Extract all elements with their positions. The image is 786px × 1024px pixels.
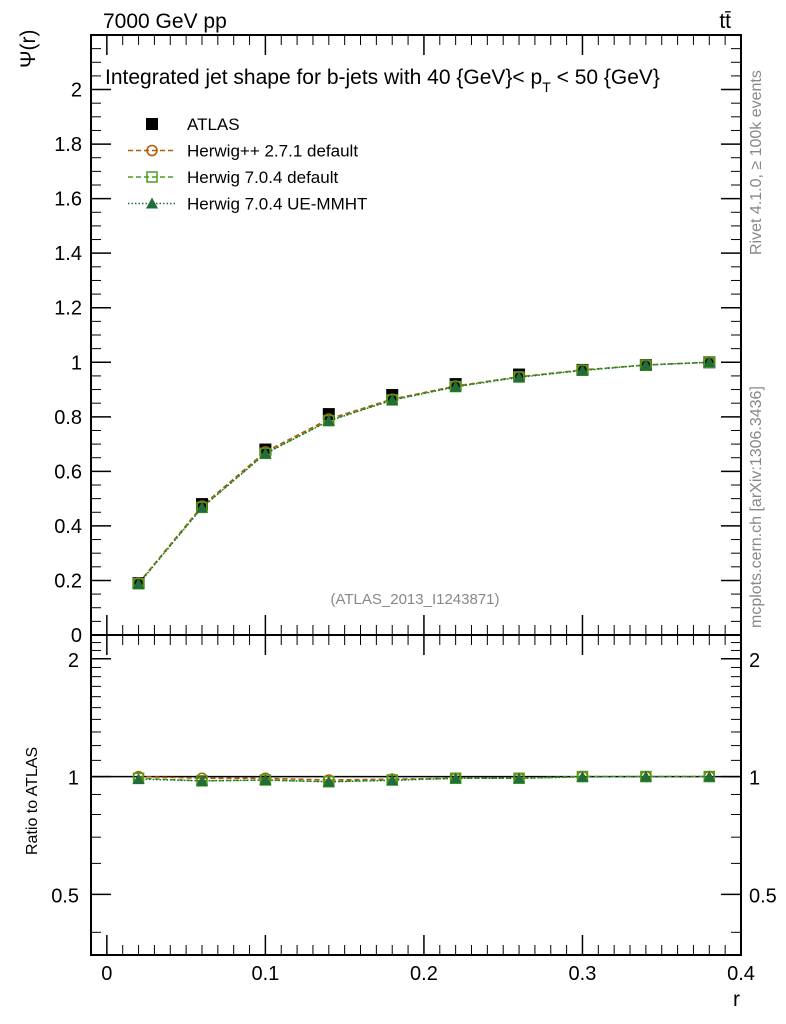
main-point-3 [703,356,716,368]
ratio-y-axis-label: Ratio to ATLAS [24,747,41,855]
main-y-tick-label: 1.6 [54,189,82,211]
ratio-point-2 [449,772,462,784]
main-y-tick-label: 1.2 [54,298,82,320]
ratio-y-tick-label: 2 [68,650,79,672]
x-tick-label: 0.3 [569,963,597,985]
main-point-3 [576,364,589,376]
main-y-tick-label: 0.4 [54,516,82,538]
x-axis-label: r [733,988,740,1011]
x-tick-label: 0 [101,963,112,985]
main-point-3 [195,501,208,513]
main-y-tick-label: 0 [71,625,82,647]
chart-title-main: Integrated jet shape for b-jets with 40 … [105,66,542,89]
chart-title-subscript: T [542,79,551,95]
main-series-line-2 [137,361,710,585]
legend: ATLAS Herwig++ 2.7.1 default Herwig 7.0.4 … [128,115,367,214]
legend-marker [146,144,158,157]
ratio-series-line-1 [138,775,710,783]
legend-label: ATLAS [187,115,240,134]
main-y-tick-label: 0.6 [54,461,82,483]
main-point-3 [513,371,526,383]
main-series-line-3 [137,361,710,585]
main-point-3 [639,359,652,370]
energy-label: 7000 GeV pp [103,10,227,33]
main-point-3 [132,578,145,589]
ratio-y-tick-label-right: 0.5 [749,885,777,907]
legend-label: Herwig++ 2.7.1 default [187,142,358,161]
chart-title-tail: < 50 {GeV} [551,66,660,89]
ratio-y-tick-label-right: 2 [749,650,760,672]
ratio-y-tick-label: 0.5 [51,885,79,907]
x-tick-label: 0.4 [727,963,755,985]
main-y-tick-label: 0.8 [54,407,82,429]
main-y-axis-label: Ψ(r) [17,29,40,68]
mcplots-label: mcplots.cern.ch [arXiv:1306.3436] [748,386,765,628]
ratio-plot-frame [90,634,742,956]
ratio-point-2 [386,774,399,786]
main-y-tick-label: 2 [71,80,82,102]
ratio-series [132,770,716,788]
legend-label: Herwig 7.0.4 UE-MMHT [187,195,367,214]
main-series [132,356,716,590]
main-y-tick-label: 1 [71,352,82,374]
ratio-y-tick-label-right: 1 [749,768,760,790]
ratio-point-2 [259,773,272,785]
ratio-point-2 [132,773,145,785]
main-point-3 [449,380,462,392]
main-y-tick-label: 0.2 [54,570,82,592]
main-series-line-1 [137,361,710,584]
x-tick-label: 0.2 [410,963,438,985]
ratio-y-tick-label: 1 [68,768,79,790]
main-y-tick-label: 1.4 [54,243,82,265]
main-axes: 0 0.2 0.4 0.6 0.8 1 1.2 1.4 1.6 1.8 2 0 0.1 0.2 0.3 0.4 [54,35,755,985]
ratio-point-2 [322,775,335,787]
main-point-3 [322,414,335,426]
process-label: tt̄ [719,10,731,33]
ratio-point-2 [576,770,589,782]
x-tick-label: 0.1 [251,963,279,985]
ratio-point-2 [703,770,716,782]
main-y-tick-label: 1.8 [54,134,82,156]
chart-title: Integrated jet shape for b-jets with 40 … [105,66,660,95]
legend-marker [146,171,158,183]
ratio-point-2 [639,770,652,782]
ratio-axes: 0.5 0.5 1 1 2 2 [51,642,777,933]
ratio-point-2 [513,772,526,784]
analysis-watermark: (ATLAS_2013_I1243871) [330,591,499,608]
legend-marker [146,197,158,209]
ratio-point-2 [195,774,208,786]
rivet-version-label: Rivet 4.1.0, ≥ 100k events [748,70,765,255]
main-point-3 [259,447,272,459]
main-point-3 [386,394,399,406]
ratio-series-line-2 [138,775,710,783]
legend-label: Herwig 7.0.4 default [187,168,338,187]
legend-marker [146,118,158,130]
